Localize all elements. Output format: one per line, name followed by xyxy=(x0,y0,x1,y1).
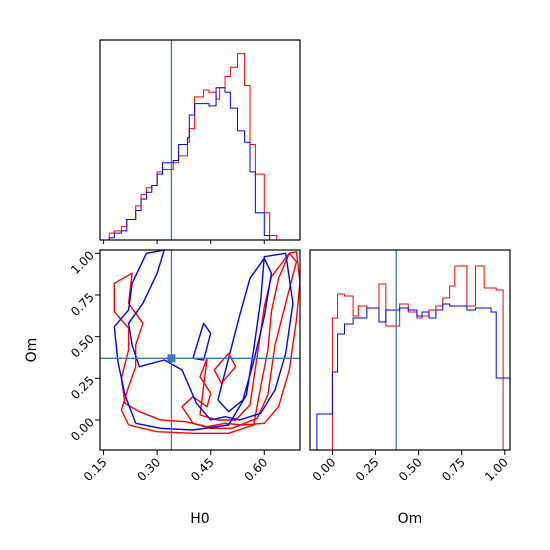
om-hist-tick-label-1: 0.25 xyxy=(353,455,382,484)
truth-marker xyxy=(167,354,176,363)
om-hist-tick-label-4: 1.00 xyxy=(482,455,511,484)
joint-axis-ticks: 0.15 0.30 0.45 0.60 0.00 0.25 0.50 0.75 1.00 xyxy=(68,248,270,484)
om-hist-tick-label-3: 0.75 xyxy=(439,455,468,484)
contour-blue-3 xyxy=(217,257,273,413)
x-axis-label-om: Om xyxy=(398,511,423,527)
h0-hist-red xyxy=(100,53,286,240)
om-hist-blue xyxy=(310,303,510,450)
joint-contour-frame xyxy=(99,249,301,451)
contour-blue-4 xyxy=(192,322,212,361)
om-tick-label-2: 0.50 xyxy=(68,332,97,361)
h0-histogram-frame xyxy=(99,39,301,241)
om-hist-tick-label-2: 0.50 xyxy=(396,455,425,484)
om-hist-tick-label-0: 0.00 xyxy=(310,455,339,484)
om-hist-red xyxy=(310,265,510,450)
h0-tick-label-2: 0.45 xyxy=(188,455,217,484)
h0-histogram-panel xyxy=(100,40,286,240)
h0-tick-label-1: 0.30 xyxy=(134,455,163,484)
x-axis-label-h0: H0 xyxy=(190,511,209,527)
h0-histogram-ticks xyxy=(103,240,265,244)
om-histogram-panel xyxy=(310,250,510,450)
om-tick-label-0: 0.00 xyxy=(68,415,97,444)
om-tick-label-3: 0.75 xyxy=(68,290,97,319)
h0-tick-label-3: 0.60 xyxy=(242,455,271,484)
joint-contour-panel xyxy=(100,250,300,450)
contour-blue-2 xyxy=(113,250,294,431)
contour-red-0 xyxy=(113,251,300,434)
om-tick-label-4: 1.00 xyxy=(68,248,97,277)
contour-red-1 xyxy=(181,252,298,429)
om-histogram-frame xyxy=(309,249,511,451)
om-histogram-ticks: 0.00 0.25 0.50 0.75 1.00 xyxy=(310,450,511,484)
y-axis-label-om: Om xyxy=(24,338,40,363)
h0-tick-label-0: 0.15 xyxy=(81,455,110,484)
om-tick-label-1: 0.25 xyxy=(68,373,97,402)
h0-hist-blue xyxy=(100,87,286,240)
